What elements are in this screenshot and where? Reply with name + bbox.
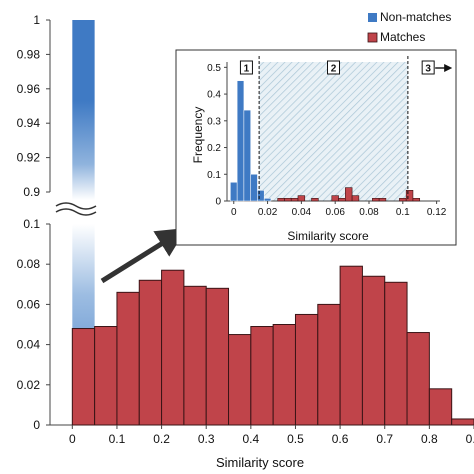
- inset-x-tick-label-4: 0.08: [359, 207, 379, 218]
- inset-y-tick-label-5: 0.5: [207, 63, 221, 74]
- inset-x-tick-label-2: 0.04: [292, 207, 312, 218]
- inset-plot-area: 1 2 3 0 0.1 0.2 0.3 0.4 0.5 0 0.02 0.04 0.06 0.08 0.1 0…: [207, 56, 453, 218]
- bar-matches-4: [161, 269, 185, 426]
- y-tick-label-lower-3: 0.06: [17, 297, 41, 311]
- inset-x-tick-label-3: 0.06: [325, 207, 345, 218]
- inset-region-label-1: 1: [244, 64, 250, 75]
- x-tick-label-0: 0: [69, 432, 76, 446]
- bar-matches-3: [138, 279, 163, 426]
- inset-bar-matches-9: [345, 187, 353, 202]
- inset-y-axis-title: Frequency: [191, 107, 205, 164]
- y-tick-label-upper-3: 0.96: [17, 82, 41, 96]
- x-tick-label-6: 0.6: [332, 432, 349, 446]
- bar-matches-8: [250, 326, 274, 426]
- legend-label-matches: Matches: [380, 30, 425, 44]
- y-tick-label-upper-0: 0.9: [23, 185, 40, 199]
- inset-x-tick-label-1: 0.02: [258, 207, 278, 218]
- inset-bar-matches-12: [378, 198, 387, 202]
- y-tick-label-upper-2: 0.94: [17, 116, 41, 130]
- inset-bar-matches-10: [351, 195, 360, 202]
- y-tick-label-lower-4: 0.08: [17, 257, 41, 271]
- inset-x-tick-label-6: 0.12: [427, 207, 447, 218]
- inset-y-tick-label-1: 0.1: [207, 170, 221, 181]
- y-tick-label-upper-1: 0.92: [17, 151, 41, 165]
- inset-bar-matches-11: [372, 198, 380, 202]
- inset-shaded-region: [259, 62, 408, 201]
- bar-matches-17: [451, 418, 474, 426]
- x-tick-label-8: 0.8: [421, 432, 438, 446]
- bar-matches-16: [428, 388, 453, 426]
- inset-chart: 1 2 3 0 0.1 0.2 0.3 0.4 0.5 0 0.02 0.04 0.06 0.08 0.1 0…: [175, 49, 457, 246]
- bar-matches-10: [294, 313, 319, 426]
- inset-y-tick-label-0: 0: [215, 197, 221, 208]
- axis-break-mark: [50, 200, 110, 216]
- x-tick-label-3: 0.3: [198, 432, 215, 446]
- main-ticks: 00.020.040.060.080.10.90.920.940.960.981…: [17, 13, 474, 446]
- inset-region-label-3: 3: [425, 64, 431, 75]
- inset-bar-non-matches-1: [236, 80, 245, 202]
- inset-bar-matches-4: [290, 198, 299, 202]
- bar-matches-13: [361, 275, 386, 426]
- y-tick-label-lower-2: 0.04: [17, 338, 41, 352]
- inset-bar-non-matches-5: [263, 198, 272, 202]
- inset-region-label-2: 2: [331, 64, 337, 75]
- inset-region-label-box-2: [327, 60, 340, 75]
- inset-bar-matches-7: [331, 195, 339, 202]
- legend-swatch-matches: [367, 32, 378, 43]
- bar-matches-2: [116, 291, 140, 426]
- inset-bar-matches-5: [297, 195, 306, 202]
- x-tick-label-5: 0.5: [287, 432, 304, 446]
- bar-matches-5: [183, 285, 207, 426]
- inset-bar-matches-2: [277, 198, 285, 202]
- inset-bar-matches-13: [399, 198, 407, 202]
- bar-non-matches-upper: [72, 20, 95, 200]
- inset-bar-non-matches-3: [250, 174, 258, 202]
- bar-matches-11: [317, 303, 341, 426]
- main-x-axis-title: Similarity score: [216, 455, 304, 470]
- y-tick-label-upper-5: 1: [33, 13, 40, 27]
- inset-region-label-box-3: [421, 60, 435, 75]
- bar-matches-1: [94, 326, 118, 426]
- inset-bar-non-matches-0: [230, 182, 238, 202]
- inset-y-tick-label-4: 0.4: [207, 90, 221, 101]
- bar-matches-12: [339, 265, 363, 426]
- y-tick-label-upper-4: 0.98: [17, 47, 41, 61]
- bar-matches-0: [71, 328, 96, 426]
- inset-x-tick-label-5: 0.1: [396, 207, 410, 218]
- legend-swatch-non-matches: [368, 13, 377, 22]
- inset-region-label-box-1: [239, 60, 253, 75]
- y-tick-label-lower-0: 0: [33, 418, 40, 432]
- inset-y-tick-label-3: 0.3: [207, 116, 221, 127]
- bar-matches-9: [272, 324, 296, 426]
- inset-bar-matches-14: [405, 190, 414, 202]
- inset-bar-non-matches-4: [257, 190, 265, 202]
- inset-bar-matches-8: [338, 198, 346, 202]
- bar-matches-15: [406, 332, 430, 426]
- legend-label-non-matches: Non-matches: [380, 10, 451, 24]
- bar-matches-6: [205, 287, 230, 426]
- y-tick-label-lower-5: 0.1: [23, 217, 40, 231]
- inset-bar-matches-15: [412, 198, 421, 202]
- x-tick-label-2: 0.2: [153, 432, 170, 446]
- inset-x-tick-label-0: 0: [231, 207, 237, 218]
- inset-x-axis-title: Similarity score: [287, 229, 369, 243]
- x-tick-label-7: 0.7: [376, 432, 393, 446]
- bar-matches-14: [384, 281, 408, 426]
- legend: Non-matches Matches: [367, 10, 451, 44]
- inset-bar-non-matches-2: [243, 109, 251, 202]
- x-tick-label-4: 0.4: [242, 432, 259, 446]
- inset-bar-matches-6: [311, 198, 319, 202]
- x-tick-label-9: 0.9: [466, 432, 474, 446]
- bar-matches-7: [228, 334, 252, 426]
- inset-bar-matches-3: [284, 198, 292, 202]
- inset-pointer-arrow: [100, 228, 187, 284]
- y-tick-label-lower-1: 0.02: [17, 378, 41, 392]
- x-tick-label-1: 0.1: [109, 432, 126, 446]
- inset-y-tick-label-2: 0.2: [207, 143, 221, 154]
- main-bars: [71, 20, 474, 426]
